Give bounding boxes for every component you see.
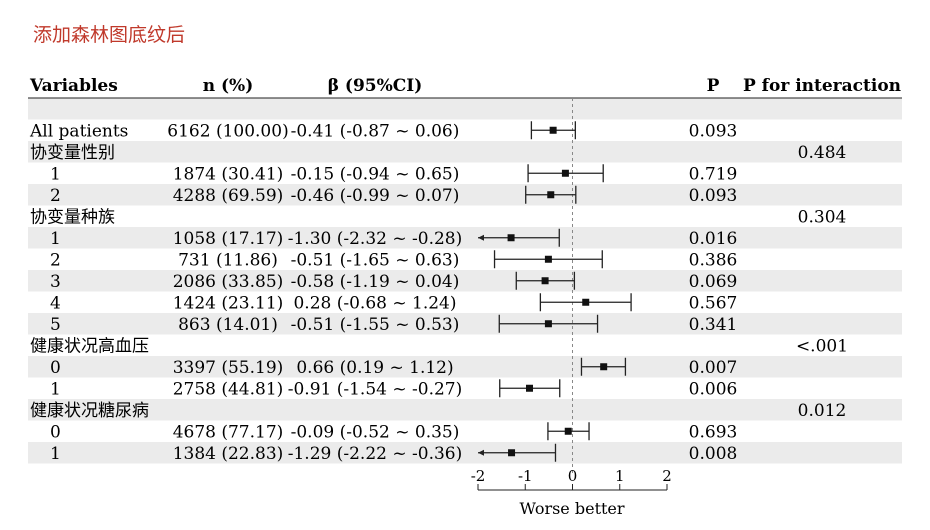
ci-cell: 0.66 (0.19 ~ 1.12) [296,358,453,378]
point-estimate [582,298,590,306]
row-band [28,356,902,378]
row-band [28,98,902,120]
row-label: 2 [50,186,61,206]
row-band [28,313,902,335]
p-interaction-cell: 0.012 [798,401,847,421]
point-estimate [544,320,552,328]
header-p-interaction: P for interaction [743,76,901,96]
ci-cell: -0.15 (-0.94 ~ 0.65) [291,164,460,184]
header-p: P [707,76,720,96]
point-estimate [508,449,516,457]
ci-cell: -0.41 (-0.87 ~ 0.06) [291,121,460,141]
row-label: 0 [50,358,61,378]
p-interaction-cell: 0.484 [798,143,847,163]
x-tick-label: -2 [471,467,486,485]
ci-cell: -1.29 (-2.22 ~ -0.36) [288,444,463,464]
p-cell: 0.693 [689,422,738,442]
ci-cell: -0.91 (-1.54 ~ -0.27) [288,379,463,399]
n-cell: 6162 (100.00) [167,121,288,141]
row-label: 1 [50,229,61,249]
ci-cell: -0.58 (-1.19 ~ 0.04) [291,272,460,292]
n-cell: 2758 (44.81) [173,379,284,399]
row-label: 5 [50,315,61,335]
x-tick-label: -1 [518,467,533,485]
p-cell: 0.341 [689,315,738,335]
row-band [28,141,902,163]
ci-cell: 0.28 (-0.68 ~ 1.24) [293,293,456,313]
p-cell: 0.386 [689,250,738,270]
point-estimate [547,191,555,199]
p-cell: 0.093 [689,121,738,141]
row-band [28,184,902,206]
row-band [28,399,902,421]
row-label: 0 [50,422,61,442]
p-cell: 0.016 [689,229,738,249]
point-estimate [561,169,569,177]
p-cell: 0.008 [689,444,738,464]
p-cell: 0.007 [689,358,738,378]
ci-arrow [478,449,484,456]
group-label: 协变量种族 [30,207,115,227]
group-label: 协变量性别 [30,143,115,163]
header-n: n (%) [203,76,254,96]
n-cell: 4678 (77.17) [173,422,284,442]
point-estimate [564,427,572,435]
n-cell: 1424 (23.11) [173,293,284,313]
n-cell: 1384 (22.83) [173,444,284,464]
n-cell: 1058 (17.17) [173,229,284,249]
point-estimate [541,277,549,285]
ci-cell: -0.09 (-0.52 ~ 0.35) [291,422,460,442]
p-cell: 0.093 [689,186,738,206]
n-cell: 2086 (33.85) [173,272,284,292]
row-label: 4 [50,293,61,313]
x-tick-label: 2 [662,467,672,485]
p-cell: 0.006 [689,379,738,399]
row-band [28,442,902,464]
n-cell: 731 (11.86) [178,250,278,270]
row-label: 3 [50,272,61,292]
p-interaction-cell: 0.304 [798,207,847,227]
point-estimate [600,363,608,371]
row-band [28,270,902,292]
point-estimate [544,255,552,263]
ci-cell: -0.51 (-1.65 ~ 0.63) [291,250,460,270]
point-estimate [526,384,534,392]
n-cell: 1874 (30.41) [173,164,284,184]
group-label: 健康状况糖尿病 [30,401,149,421]
ci-cell: -0.46 (-0.99 ~ 0.07) [291,186,460,206]
point-estimate [507,234,515,242]
header-variables: Variables [29,76,118,96]
p-interaction-cell: <.001 [796,336,848,356]
row-label: All patients [29,121,128,141]
x-tick-label: 1 [615,467,625,485]
header-beta: β (95%CI) [328,76,423,96]
point-estimate [549,126,557,134]
row-label: 1 [50,164,61,184]
ci-arrow [478,234,484,241]
ci-cell: -0.51 (-1.55 ~ 0.53) [291,315,460,335]
n-cell: 4288 (69.59) [173,186,284,206]
row-band [28,227,902,249]
row-label: 1 [50,379,61,399]
row-label: 1 [50,444,61,464]
x-tick-label: 0 [568,467,578,485]
p-cell: 0.567 [689,293,738,313]
p-cell: 0.069 [689,272,738,292]
ci-cell: -1.30 (-2.32 ~ -0.28) [288,229,463,249]
n-cell: 3397 (55.19) [173,358,284,378]
x-axis-label: Worse better [519,499,624,518]
n-cell: 863 (14.01) [178,315,278,335]
row-label: 2 [50,250,61,270]
group-label: 健康状况高血压 [30,336,149,356]
page-title: 添加森林图底纹后 [33,24,186,46]
p-cell: 0.719 [689,164,738,184]
